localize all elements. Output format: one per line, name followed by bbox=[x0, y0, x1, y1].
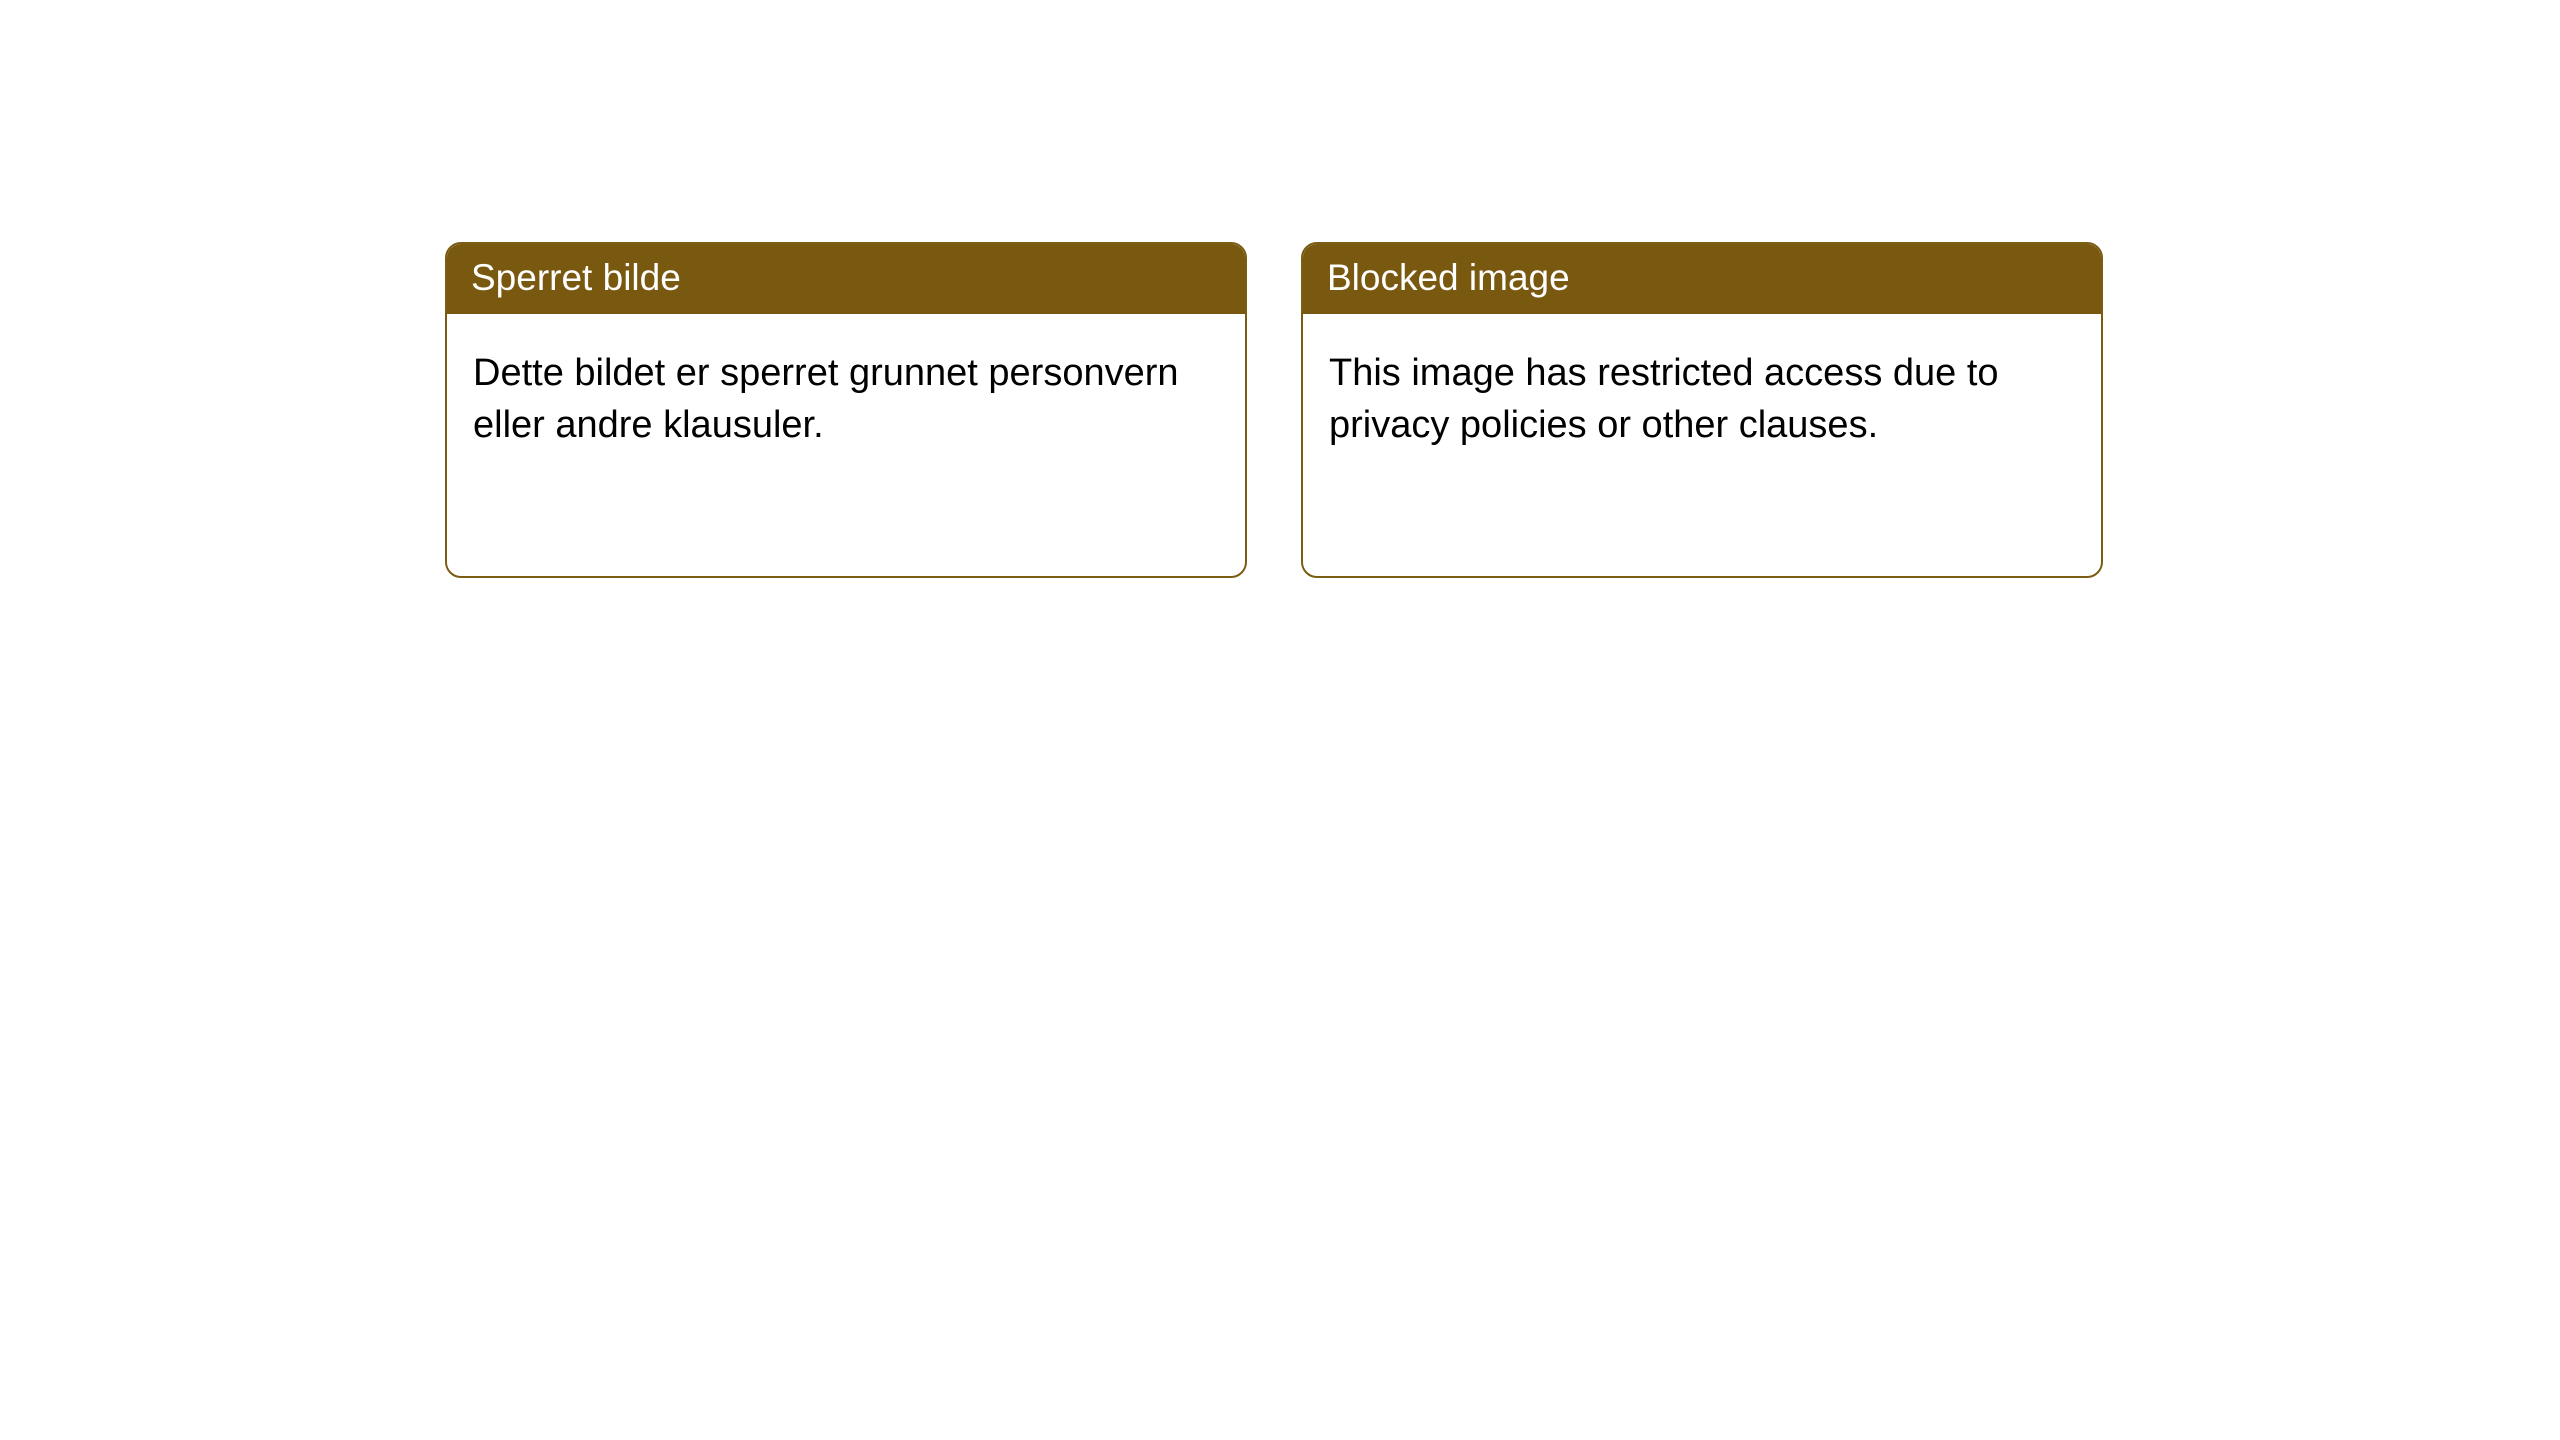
notice-body: Dette bildet er sperret grunnet personve… bbox=[447, 314, 1245, 485]
notice-box-english: Blocked image This image has restricted … bbox=[1301, 242, 2103, 578]
notice-box-norwegian: Sperret bilde Dette bildet er sperret gr… bbox=[445, 242, 1247, 578]
notice-header: Sperret bilde bbox=[447, 244, 1245, 314]
notice-header: Blocked image bbox=[1303, 244, 2101, 314]
notice-body: This image has restricted access due to … bbox=[1303, 314, 2101, 485]
notices-container: Sperret bilde Dette bildet er sperret gr… bbox=[0, 0, 2560, 578]
